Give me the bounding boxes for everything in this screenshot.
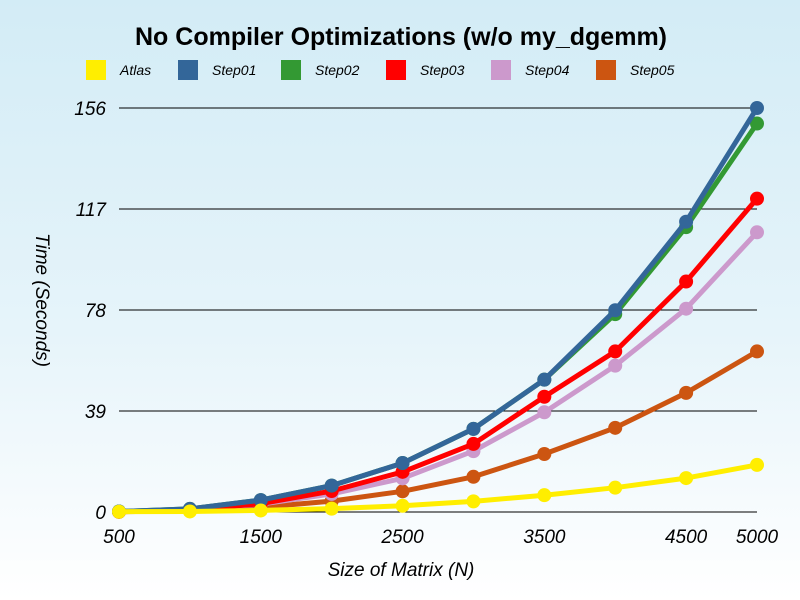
x-tick-label: 500 xyxy=(103,527,135,548)
data-point xyxy=(324,478,339,493)
data-point xyxy=(750,344,764,359)
x-axis: 500 1500 2500 3500 4500 5000 xyxy=(103,527,778,548)
series-line xyxy=(116,121,760,514)
data-point xyxy=(608,420,623,435)
y-tick-label: 0 xyxy=(95,503,106,524)
series-atlas xyxy=(112,457,764,519)
series-line xyxy=(116,348,760,515)
legend-swatch xyxy=(596,60,616,80)
data-point xyxy=(608,358,623,373)
data-point xyxy=(679,274,694,289)
data-point xyxy=(750,191,764,206)
data-point xyxy=(466,494,481,509)
series-step04 xyxy=(112,225,764,519)
y-tick-label: 78 xyxy=(85,301,107,322)
legend-label: Step03 xyxy=(420,62,465,78)
legend-label: Step02 xyxy=(315,62,360,78)
data-point xyxy=(253,493,268,508)
data-point xyxy=(537,372,552,387)
legend-label: Step05 xyxy=(630,62,675,78)
x-tick-label: 4500 xyxy=(665,527,708,548)
data-point xyxy=(182,504,197,519)
x-tick-label: 2500 xyxy=(380,527,424,548)
series-step03 xyxy=(112,191,764,519)
y-axis-label: Time (Seconds) xyxy=(31,233,52,367)
data-point xyxy=(608,303,623,318)
data-point xyxy=(679,301,694,316)
chart-title: No Compiler Optimizations (w/o my_dgemm) xyxy=(135,23,667,51)
legend: Atlas Step01 Step02 Step03 Step04 Step05 xyxy=(86,60,675,80)
data-point xyxy=(679,385,694,400)
x-axis-label: Size of Matrix (N) xyxy=(328,560,475,581)
data-point xyxy=(679,471,694,486)
data-point xyxy=(537,389,552,404)
y-tick-label: 39 xyxy=(85,402,107,423)
legend-item: Step03 xyxy=(386,60,465,80)
data-point xyxy=(608,480,623,495)
legend-item: Step02 xyxy=(281,60,360,80)
data-point xyxy=(608,344,623,359)
series-line xyxy=(116,229,760,515)
legend-item: Step04 xyxy=(491,60,570,80)
y-tick-label: 156 xyxy=(74,99,106,120)
y-tick-label: 117 xyxy=(76,200,108,221)
legend-swatch xyxy=(386,60,406,80)
data-point xyxy=(112,504,126,519)
x-tick-label: 5000 xyxy=(736,527,779,548)
data-point xyxy=(750,101,764,115)
data-point xyxy=(537,488,552,503)
legend-label: Step04 xyxy=(525,62,570,78)
data-point xyxy=(466,421,481,436)
data-point xyxy=(253,503,268,518)
data-point xyxy=(324,501,339,516)
grid xyxy=(119,107,757,513)
data-point xyxy=(537,405,552,420)
legend-item: Atlas xyxy=(86,60,151,80)
legend-item: Step05 xyxy=(596,60,675,80)
data-point xyxy=(466,469,481,484)
series-step05 xyxy=(112,344,764,519)
series-line xyxy=(116,105,760,514)
y-axis: 0 39 78 117 156 xyxy=(74,99,107,524)
x-tick-label: 1500 xyxy=(240,527,283,548)
data-point xyxy=(395,456,410,471)
series-group xyxy=(112,101,764,519)
legend-swatch xyxy=(281,60,301,80)
legend-swatch xyxy=(491,60,511,80)
x-tick-label: 3500 xyxy=(523,527,566,548)
data-point xyxy=(466,436,481,451)
data-point xyxy=(750,225,764,240)
data-point xyxy=(679,214,694,229)
series-line xyxy=(116,462,760,515)
legend-swatch xyxy=(178,60,198,80)
legend-swatch xyxy=(86,60,106,80)
data-point xyxy=(395,498,410,513)
data-point xyxy=(395,484,410,499)
data-point xyxy=(750,116,764,131)
legend-item: Step01 xyxy=(178,60,256,80)
data-point xyxy=(750,457,764,472)
legend-label: Step01 xyxy=(212,62,256,78)
legend-label: Atlas xyxy=(119,62,151,78)
data-point xyxy=(537,446,552,461)
